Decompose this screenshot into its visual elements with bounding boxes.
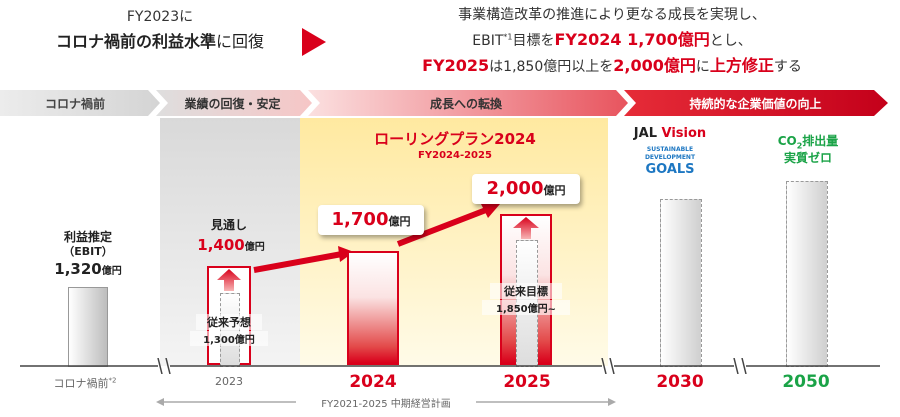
x-label-2050: 2050 [782, 372, 830, 392]
value-2025: 2,000 [486, 178, 544, 199]
baseline [20, 358, 880, 374]
header-left-tail: に回復 [216, 32, 265, 51]
ebit-title: 利益推定 [63, 230, 112, 244]
bar-2030 [660, 199, 702, 367]
fy2025-prev: は1,850億円以上を [489, 59, 614, 75]
prev-target-value: 1,850億円~ [482, 300, 570, 315]
ebit-note: *1 [503, 32, 513, 42]
bar-precovid [68, 287, 108, 367]
outlook-value: 1,400 [197, 236, 245, 254]
upward-revision: 上方修正 [709, 56, 774, 75]
prev-target-label: 従来目標 [490, 283, 562, 299]
x-label-2025: 2025 [503, 372, 551, 392]
header-left-line1: FY2023に [126, 9, 194, 25]
outlook-label: 見通し [210, 218, 247, 232]
bar-2023-prev-dashed [220, 293, 240, 367]
vision-text: Vision [656, 126, 707, 141]
net-zero-text: 実質ゼロ [783, 151, 832, 165]
bar-2050 [786, 181, 828, 367]
sdgs-logo: SUSTAINABLE DEVELOPMENT GOALS [640, 146, 700, 178]
ni-text: に [695, 59, 710, 75]
callout-2025: 2,000億円 [472, 174, 580, 204]
phase-arrow-2 [156, 90, 312, 116]
x-label-2024: 2024 [349, 372, 397, 392]
callout-2024: 1,700億円 [318, 205, 424, 235]
rolling-plan-title: ローリングプラン2024 [374, 130, 536, 148]
header-right: 事業構造改革の推進により更なる成長を実現し、 EBIT*1目標をFY2024 1… [332, 4, 892, 76]
header-right-line1: 事業構造改革の推進により更なる成長を実現し、 [458, 7, 766, 23]
prev-forecast-value: 1,300億円 [190, 331, 268, 346]
phase-arrow-4 [624, 90, 888, 116]
ebit-sub: （EBIT） [63, 245, 113, 258]
ebit-unit: 億円 [101, 266, 122, 277]
fy2025-label: FY2025 [422, 56, 490, 75]
x-label-precovid: コロナ禍前 [53, 377, 109, 390]
bar-2024 [347, 251, 399, 365]
phase-arrow-3 [308, 90, 628, 116]
co2-emission: 排出量 [802, 134, 839, 148]
header-arrow-icon [302, 28, 326, 56]
co2-text: CO [777, 134, 797, 148]
x-label-2030: 2030 [656, 372, 704, 392]
value-2024: 1,700 [331, 209, 389, 230]
phase-label-1: コロナ禍前 [44, 97, 105, 111]
toshi-text: とし、 [709, 33, 752, 49]
ebit-text: EBIT [472, 33, 504, 49]
phase-arrow-1 [0, 90, 160, 116]
unit-2024: 億円 [388, 215, 411, 228]
x-label-2023: 2023 [215, 375, 243, 388]
header-left: FY2023に コロナ禍前の利益水準に回復 [20, 6, 300, 52]
header-left-bold: コロナ禍前の利益水準 [55, 32, 216, 51]
plan-range-label: FY2021-2025 中期経営計画 [296, 395, 476, 410]
x-label-precovid-note: *2 [108, 376, 117, 385]
phase-label-2: 業績の回復・安定 [184, 97, 281, 111]
target-text: 目標を [512, 33, 555, 49]
sdgs-line2: DEVELOPMENT [644, 154, 696, 161]
sdgs-line1: SUSTAINABLE [646, 146, 694, 153]
up-arrow-2025-icon [513, 217, 539, 239]
suru-text: する [773, 59, 802, 75]
ebit-value: 1,320 [54, 260, 102, 278]
outlook-unit: 億円 [244, 242, 265, 253]
sdgs-line3: GOALS [645, 162, 695, 177]
rolling-plan-sub: FY2024-2025 [418, 150, 492, 161]
growth-arrow [253, 202, 500, 273]
unit-2025: 億円 [543, 184, 566, 197]
jal-text: JAL [633, 126, 657, 141]
fy2024-target: FY2024 1,700億円 [554, 30, 710, 49]
phase-label-3: 成長への転換 [429, 97, 502, 111]
up-arrow-2023-icon [217, 269, 241, 291]
fy2025-target: 2,000億円 [613, 56, 696, 75]
phase-arrow-band [0, 90, 888, 116]
phase-label-4: 持続的な企業価値の向上 [689, 97, 822, 111]
prev-forecast-label: 従来予想 [196, 314, 262, 330]
co2-sub: 2 [796, 141, 803, 151]
